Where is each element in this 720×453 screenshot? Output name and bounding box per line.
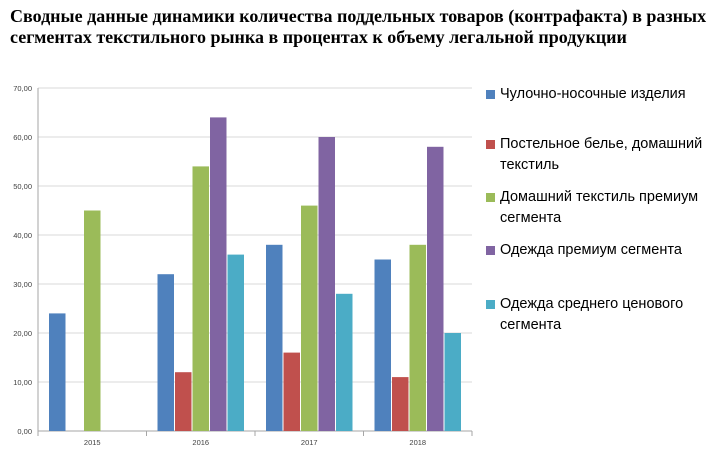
bar [409,244,426,431]
x-tick-label: 2017 [301,438,318,447]
legend-swatch [486,193,495,202]
bar [84,210,101,431]
bar [192,166,209,431]
bar [266,244,283,431]
bar [157,274,174,431]
legend-label: Одежда среднего ценового сегмента [500,296,684,333]
x-tick-label: 2015 [84,438,101,447]
y-tick-label: 20,00 [13,329,32,338]
legend-swatch [486,246,495,255]
y-tick-label: 30,00 [13,280,32,289]
y-tick-label: 50,00 [13,182,32,191]
bar [427,146,444,432]
legend-label: Чулочно-носочные изделия [500,86,686,102]
bar [210,117,227,432]
x-tick-label: 2018 [409,438,426,447]
legend-label: Домашний текстиль премиум сегмента [500,189,699,226]
bar [227,254,244,431]
legend-label: Одежда премиум сегмента [500,242,682,258]
bar [318,137,335,431]
y-tick-label: 70,00 [13,84,32,93]
legend-label: Постельное белье, домашний текстиль [500,136,703,173]
chart-title: Сводные данные динамики количества подде… [10,6,707,47]
y-tick-label: 0,00 [17,427,32,436]
bar [301,205,318,431]
bar [336,293,353,431]
legend-swatch [486,140,495,149]
y-tick-label: 40,00 [13,231,32,240]
legend-swatch [486,90,495,99]
y-tick-label: 60,00 [13,133,32,142]
legend-swatch [486,300,495,309]
x-tick-label: 2016 [192,438,209,447]
bar [283,352,300,431]
bar [175,372,192,431]
bar [444,333,461,431]
bar [374,259,391,431]
bar [49,313,66,431]
bar [392,377,409,431]
y-tick-label: 10,00 [13,378,32,387]
